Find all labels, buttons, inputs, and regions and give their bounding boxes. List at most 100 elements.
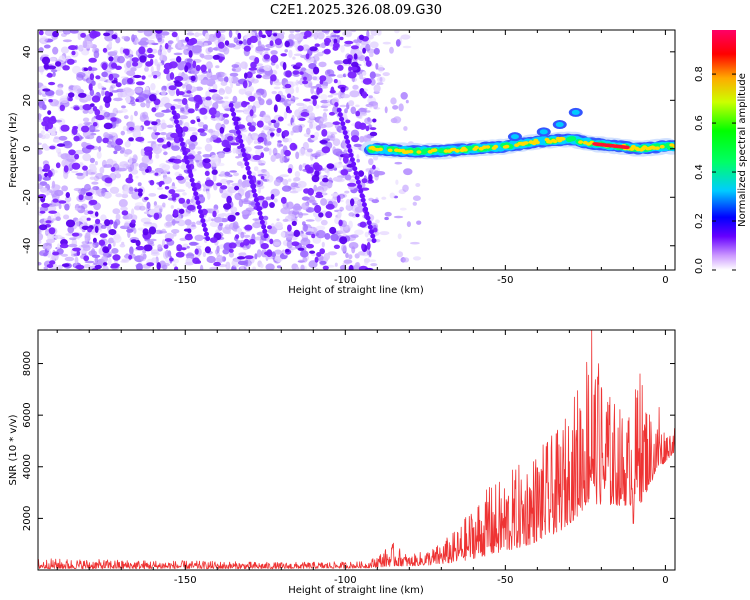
noise-speck: [54, 136, 60, 139]
noise-blob: [284, 83, 292, 89]
noise-speck: [287, 100, 295, 104]
noise-blob: [321, 146, 331, 154]
noise-speck: [356, 158, 361, 163]
noise-blob: [88, 57, 97, 63]
noise-blob: [361, 178, 368, 184]
noise-speck: [99, 166, 105, 174]
noise-speck: [81, 244, 90, 248]
noise-blob: [212, 210, 217, 218]
snr-panel: -150 -100 -50 0 2000 4000 6000 8000 Height of …: [8, 329, 676, 596]
noise-speck: [299, 79, 304, 85]
noise-speck: [119, 243, 126, 248]
noise-blob: [85, 192, 93, 197]
noise-streak: [355, 179, 361, 185]
noise-speck: [273, 241, 281, 246]
noise-blob: [128, 137, 134, 142]
noise-speck: [276, 218, 280, 221]
noise-speck: [103, 111, 111, 118]
noise-speck: [369, 52, 374, 58]
noise-speck: [82, 153, 92, 162]
noise-blob: [213, 139, 223, 143]
noise-streak: [247, 174, 253, 180]
noise-speck: [273, 179, 281, 187]
noise-speck: [208, 217, 212, 222]
noise-blob: [153, 74, 158, 79]
noise-speck: [207, 47, 214, 53]
noise-blob: [243, 238, 250, 246]
noise-speck: [202, 124, 208, 130]
noise-blob: [99, 233, 108, 239]
noise-blob: [242, 80, 248, 89]
noise-speck: [348, 220, 353, 229]
noise-streak: [187, 168, 193, 174]
noise-speck: [365, 110, 371, 113]
noise-blob: [78, 92, 87, 98]
noise-speck: [106, 66, 112, 73]
noise-speck: [273, 198, 278, 203]
noise-speck: [144, 94, 150, 98]
noise-blob: [102, 47, 108, 53]
noise-speck: [294, 33, 304, 41]
noise-blob: [134, 188, 139, 192]
noise-speck: [82, 117, 90, 123]
noise-speck: [178, 115, 188, 120]
noise-speck: [262, 215, 269, 221]
noise-blob: [127, 77, 134, 85]
noise-speck: [40, 130, 45, 135]
noise-speck: [212, 173, 217, 182]
spectrogram-y-tick-label: -40: [22, 238, 33, 254]
noise-blob: [270, 132, 275, 137]
noise-streak: [192, 186, 197, 192]
noise-speck: [141, 155, 150, 164]
noise-blob: [223, 203, 232, 210]
noise-speck: [295, 79, 299, 86]
noise-speck: [132, 154, 138, 162]
noise-speck: [147, 140, 157, 144]
noise-speck: [74, 256, 79, 264]
noise-speck: [255, 63, 264, 67]
noise-blob: [43, 163, 50, 172]
spectrogram-y-tick-label: -20: [22, 189, 33, 205]
noise-speck: [89, 157, 95, 163]
noise-speck: [293, 53, 303, 57]
noise-blob: [63, 165, 69, 173]
noise-speck: [301, 196, 310, 201]
spectrogram-x-axis-label: Height of straight line (km): [288, 285, 424, 296]
noise-streak: [249, 179, 255, 185]
noise-speck: [200, 79, 210, 85]
noise-blob: [248, 67, 258, 71]
noise-speck: [255, 46, 265, 52]
noise-speck: [192, 131, 198, 136]
noise-blob: [297, 45, 304, 52]
noise-speck: [403, 126, 408, 131]
noise-blob: [115, 65, 122, 71]
noise-speck: [306, 148, 313, 153]
noise-speck: [316, 32, 323, 37]
noise-speck: [162, 202, 166, 208]
colorbar-tick-label: 0.4: [694, 164, 705, 180]
noise-speck: [79, 250, 88, 254]
noise-speck: [291, 97, 299, 100]
noise-speck: [43, 44, 51, 49]
noise-speck: [63, 214, 70, 220]
noise-speck: [232, 147, 237, 154]
noise-blob: [336, 195, 341, 204]
noise-blob: [366, 241, 371, 250]
noise-blob: [184, 65, 189, 73]
noise-blob: [80, 32, 86, 38]
noise-speck: [226, 43, 236, 48]
noise-streak: [337, 112, 343, 118]
noise-blob: [249, 238, 256, 245]
noise-blob: [48, 81, 56, 86]
noise-speck: [375, 219, 380, 224]
noise-speck: [224, 96, 229, 99]
noise-speck: [320, 116, 328, 122]
noise-blob: [52, 251, 60, 256]
noise-blob: [314, 256, 319, 263]
noise-speck: [143, 221, 153, 225]
noise-speck: [310, 86, 314, 95]
noise-speck: [62, 140, 73, 149]
noise-blob: [83, 255, 90, 262]
noise-speck: [305, 68, 313, 74]
noise-speck: [196, 220, 202, 225]
